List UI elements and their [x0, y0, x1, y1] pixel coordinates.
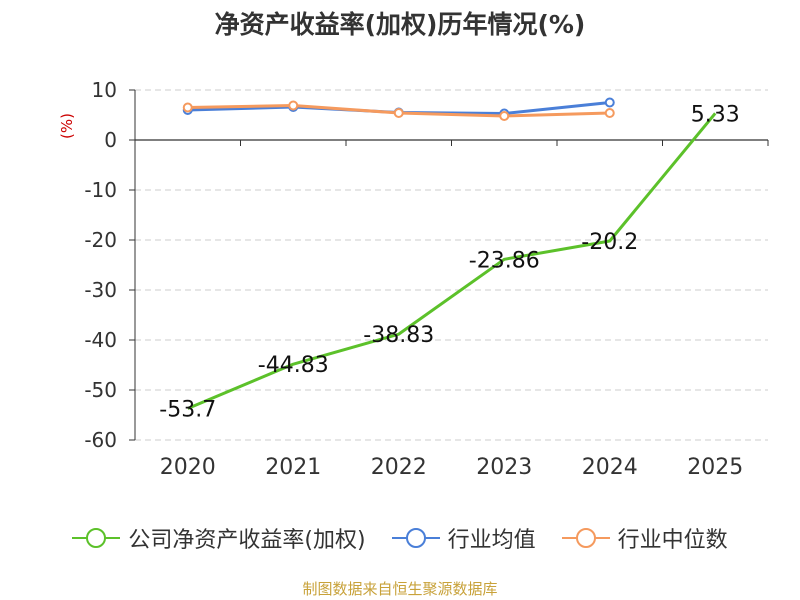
y-tick-label: -10: [84, 178, 117, 202]
legend-marker-orange-icon: [561, 528, 610, 548]
legend-item-company[interactable]: 公司净资产收益率(加权): [72, 522, 366, 554]
series-point: [393, 108, 404, 118]
x-tick-label: 2024: [582, 455, 638, 480]
y-tick-label: -60: [84, 428, 117, 452]
x-tick-label: 2021: [265, 455, 321, 480]
chart-legend: 公司净资产收益率(加权) 行业均值 行业中位数: [0, 518, 800, 558]
data-label: -53.7: [159, 398, 216, 423]
source-note: 制图数据来自恒生聚源数据库: [302, 580, 498, 598]
x-tick-label: 2020: [160, 455, 216, 480]
series-point: [604, 97, 615, 108]
x-tick-label: 2023: [476, 455, 532, 480]
y-tick-label: 0: [104, 128, 117, 152]
data-label: -38.83: [363, 323, 434, 348]
y-tick-label: -40: [84, 328, 117, 352]
legend-item-industry-median[interactable]: 行业中位数: [561, 522, 728, 554]
data-label: -23.86: [469, 248, 540, 273]
series-point: [288, 100, 299, 111]
legend-label-industry-mean: 行业均值: [447, 528, 536, 553]
legend-marker-blue-icon: [391, 528, 440, 548]
chart-title: 净资产收益率(加权)历年情况(%): [215, 10, 586, 39]
data-label: -20.2: [581, 230, 638, 255]
x-tick-label: 2022: [371, 455, 427, 480]
y-axis-unit: (%): [58, 113, 76, 139]
legend-item-industry-mean[interactable]: 行业均值: [391, 522, 536, 554]
x-tick-label: 2025: [687, 455, 743, 480]
y-tick-label: -20: [84, 228, 117, 252]
legend-label-industry-median: 行业中位数: [617, 528, 728, 553]
data-label: -44.83: [258, 353, 329, 378]
series-line: [187, 112, 717, 410]
legend-marker-green-icon: [72, 528, 121, 548]
y-tick-label: 10: [92, 78, 117, 102]
series-point: [499, 111, 510, 121]
y-tick-label: -50: [84, 378, 117, 402]
series-point: [604, 108, 615, 118]
legend-label-company: 公司净资产收益率(加权): [128, 528, 366, 553]
data-label: 5.33: [691, 102, 740, 127]
series-point: [182, 102, 193, 113]
y-tick-label: -30: [84, 278, 117, 302]
